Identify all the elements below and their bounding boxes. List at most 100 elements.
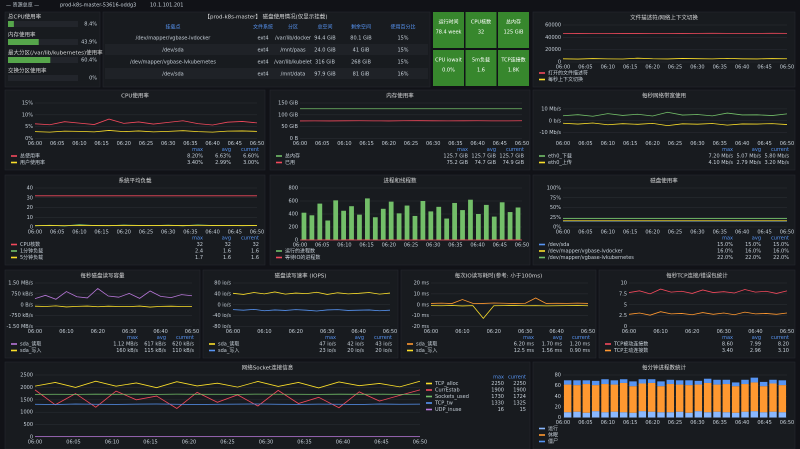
x-tick-label: 06:00 <box>28 141 42 147</box>
y-tick-label: 0 <box>624 324 627 330</box>
series-line <box>232 291 391 295</box>
stat-value: 32 <box>478 30 484 36</box>
legend-column: avg <box>157 335 166 341</box>
x-tick-label: 06:00 <box>556 141 570 147</box>
panel-title: 网络Socket连接信息 <box>242 364 294 372</box>
bar-segment <box>563 384 572 413</box>
bar-segment <box>582 412 591 418</box>
bar-segment <box>685 412 693 418</box>
series-line <box>562 122 788 127</box>
y-tick-label: 0 <box>30 435 33 441</box>
x-tick-label: 06:20 <box>645 141 659 147</box>
legend-swatch <box>209 349 215 352</box>
panel: 内存使用率 0 B 50 GiB 100 GiB 150 GiB 06:00 06:05 06… <box>269 89 531 171</box>
bar <box>365 198 370 240</box>
x-tick-label: 06:20 <box>182 440 196 446</box>
legend-column: current <box>374 335 392 341</box>
y-tick-label: 0 <box>30 225 33 231</box>
y-tick-label: 0 B <box>290 136 299 142</box>
y-tick-label: 10% <box>22 112 33 118</box>
x-tick-label: 06:50 <box>413 440 427 446</box>
legend-swatch <box>276 161 282 164</box>
stat-value: 1.6 <box>477 68 485 74</box>
stat-tile <box>465 50 497 86</box>
y-tick-label: -750 kB/s <box>9 313 33 319</box>
legend-name: sda_写入 <box>416 348 437 354</box>
panel: 每秒TCP连接/错误包统计 0 2.5 5 7.5 10 06:00 06:10 06:20 06… <box>598 269 796 359</box>
bar-segment <box>750 382 759 412</box>
x-tick-label: 06:45 <box>757 65 771 71</box>
bar-segment <box>657 381 665 387</box>
bar <box>499 202 505 240</box>
legend-swatch <box>539 434 545 436</box>
x-tick-label: 06:20 <box>117 230 131 236</box>
legend-stat: 3.20 Mb/s <box>765 160 790 166</box>
x-tick-label: 06:50 <box>515 243 529 249</box>
bar-segment <box>582 384 591 413</box>
legend-column: avg <box>487 147 496 153</box>
y-tick-label: 100 GiB <box>278 112 298 118</box>
legend-swatch <box>11 256 17 259</box>
x-tick-label: 06:40 <box>351 329 365 335</box>
legend-name: /dev/mapper/vgbase-lvdocker <box>548 249 624 255</box>
x-tick-label: 06:50 <box>581 329 595 335</box>
legend-name: 5分钟负载 <box>20 254 43 261</box>
x-tick-label: 06:15 <box>623 65 637 71</box>
panel-title: 进程和线程数 <box>383 177 417 185</box>
y-tick-label: -40 io/s <box>213 313 232 319</box>
y-tick-label: 15% <box>22 101 33 107</box>
table-cell: 15% <box>397 36 408 42</box>
legend-stat: 1330 <box>491 401 504 407</box>
y-tick-label: 0 <box>558 415 561 421</box>
x-tick-label: 06:20 <box>91 329 105 335</box>
bar-segment <box>778 385 787 413</box>
series-line <box>34 130 258 133</box>
table-cell: /mnt/paas <box>280 48 306 54</box>
legend-stat: 3.40% <box>187 160 203 166</box>
gauge-bar <box>8 39 39 45</box>
x-tick-label: 06:30 <box>426 243 440 249</box>
legend-swatch <box>426 408 432 411</box>
y-tick-label: 400 <box>288 212 298 218</box>
y-tick-label: 50 GiB <box>281 124 298 130</box>
legend-stat: 15.0% <box>745 242 761 248</box>
legend-column: avg <box>752 147 761 153</box>
x-tick-label: 06:35 <box>297 440 311 446</box>
stat-value: 125 GiB <box>504 30 524 36</box>
legend-column: avg <box>222 147 231 153</box>
bar-segment <box>573 385 581 412</box>
x-tick-label: 06:45 <box>757 141 771 147</box>
gauge-bar <box>8 57 51 63</box>
legend-stat: 3.00% <box>243 160 259 166</box>
bar-segment <box>647 379 656 383</box>
y-tick-label: 1500 <box>20 397 33 403</box>
legend-stat: 1325 <box>513 401 526 407</box>
bar <box>420 201 426 240</box>
x-tick-label: 06:00 <box>226 329 240 335</box>
legend-name: TCP_alloc <box>434 381 459 387</box>
bar-segment <box>647 382 656 412</box>
table-cell: ext4 <box>257 60 268 66</box>
ip-select[interactable]: 10.1.101.201 <box>150 3 183 9</box>
legend-stat: 4.10 Mb/s <box>709 160 734 166</box>
host-select[interactable]: prod-k8s-master-53616-oddg3 <box>60 3 136 9</box>
bar-segment <box>769 411 777 418</box>
legend-swatch <box>11 349 17 352</box>
bar-segment <box>741 384 749 412</box>
legend-stat: 5.80 Mb/s <box>765 154 790 160</box>
y-tick-label: 2000 <box>20 385 33 391</box>
x-tick-label: 06:30 <box>161 230 175 236</box>
legend-stat: 22.0% <box>773 255 789 261</box>
panel: 系统平均负载 0 10 20 30 40 06:00 06:05 06:10 06:15 06:20… <box>4 174 266 266</box>
bar <box>341 210 346 240</box>
table-header: 文件系统 <box>253 24 273 31</box>
stat-tile <box>433 12 464 48</box>
bar-segment <box>703 382 712 413</box>
y-tick-label: 20000 <box>545 47 561 53</box>
legend-stat: 125.7 GiB <box>443 154 468 160</box>
panel-title: 每秒网络带宽使用 <box>642 92 686 100</box>
legend-stat: 6.20 ms <box>514 342 535 348</box>
bar-segment <box>731 412 740 418</box>
legend-swatch <box>539 72 545 74</box>
bar <box>301 212 307 240</box>
